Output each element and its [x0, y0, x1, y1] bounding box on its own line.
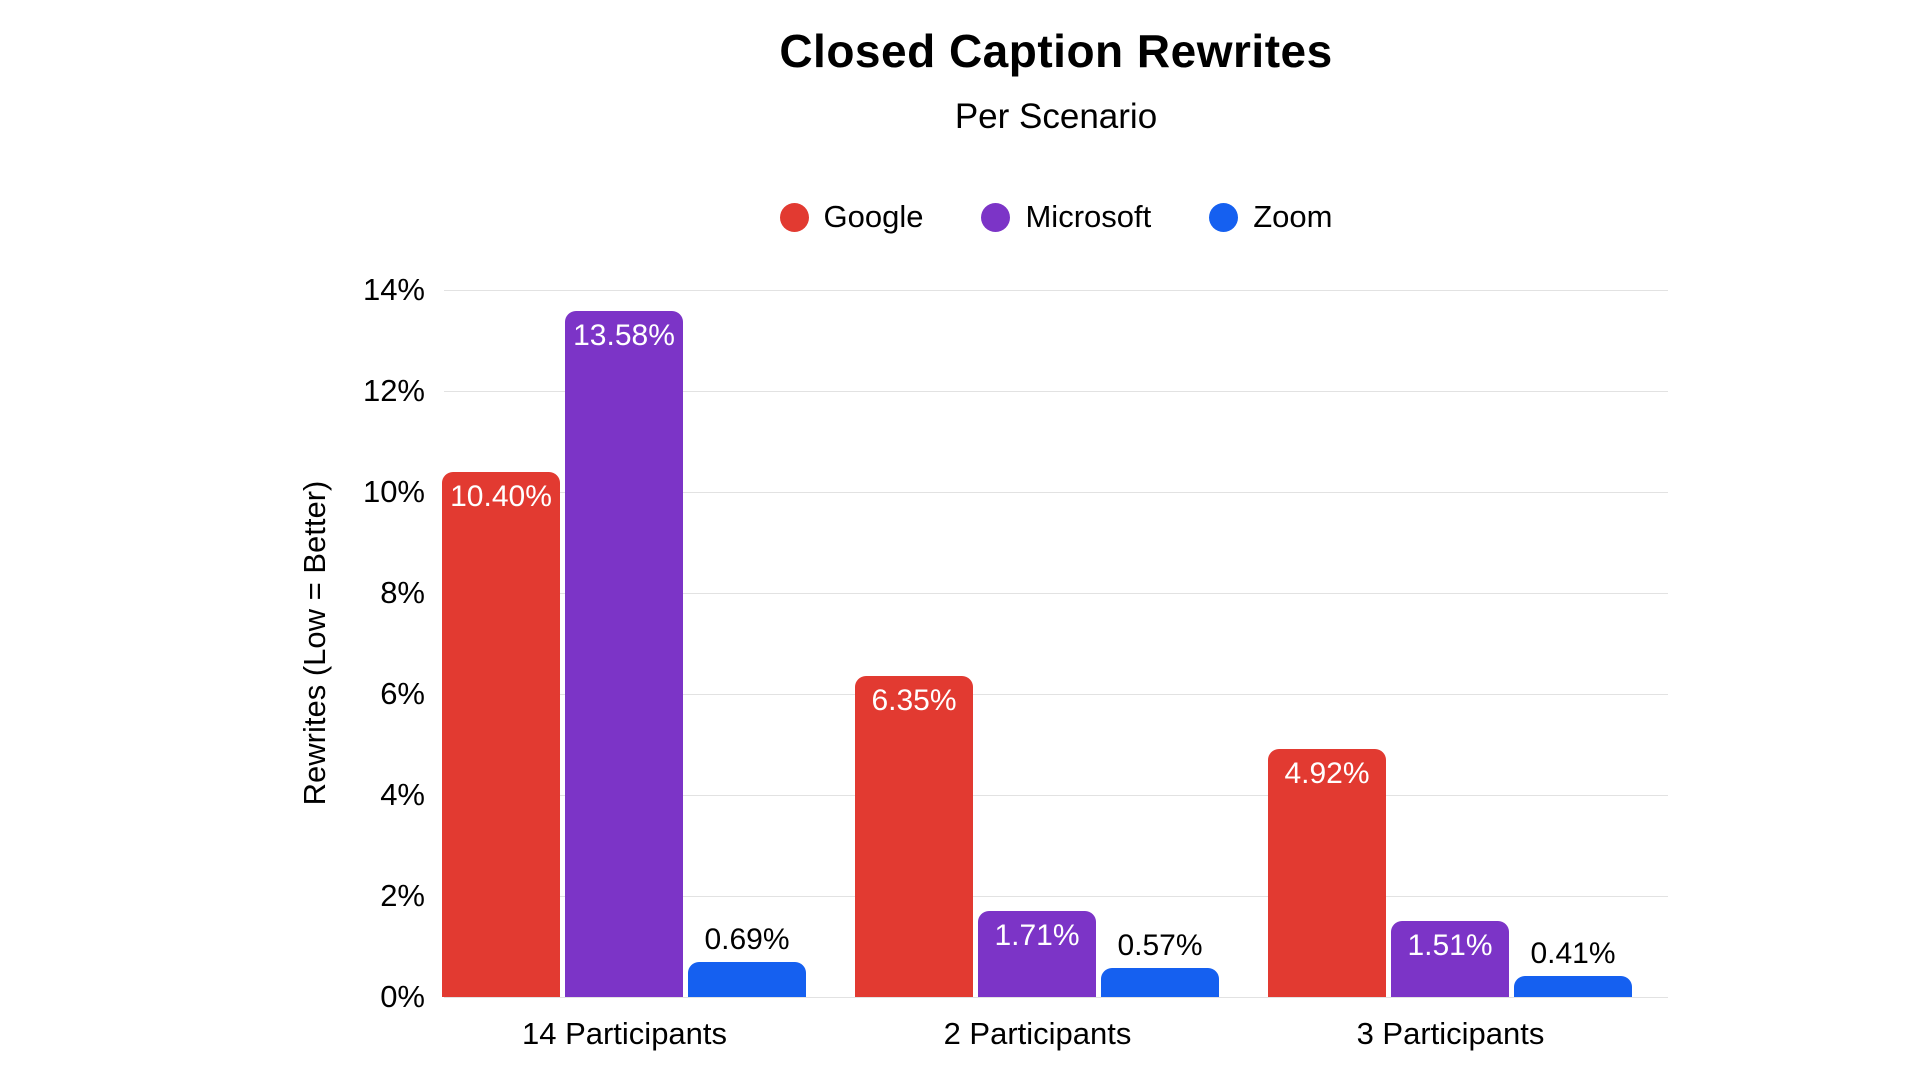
- y-tick-label-10%: 10%: [362, 474, 425, 509]
- bar-value-label: 10.40%: [450, 480, 552, 513]
- legend-label-zoom: Zoom: [1253, 199, 1333, 234]
- y-tick-label-6%: 6%: [380, 676, 425, 711]
- bar-value-label: 4.92%: [1284, 757, 1370, 790]
- chart-subtitle: Per Scenario: [954, 97, 1158, 136]
- x-category-label-2-participants: 2 Participants: [943, 1016, 1132, 1051]
- zoom-legend-dot-icon: [1209, 202, 1239, 232]
- y-tick-label-14%: 14%: [362, 272, 425, 307]
- bar-microsoft-2-participants: 1.71%: [978, 911, 1096, 997]
- y-tick-label-12%: 12%: [362, 373, 425, 408]
- gridline-12%: [444, 391, 1668, 392]
- bar-value-label: 13.58%: [573, 319, 675, 352]
- x-category-label-14-participants: 14 Participants: [521, 1016, 728, 1051]
- gridline-4%: [444, 795, 1668, 796]
- chart-title: Closed Caption Rewrites: [779, 25, 1333, 77]
- legend: Google Microsoft Zoom: [444, 194, 1668, 240]
- y-tick-label-8%: 8%: [380, 575, 425, 610]
- bar-value-label: 1.51%: [1407, 929, 1493, 962]
- legend-label-google: Google: [823, 199, 924, 234]
- bar-microsoft-3-participants: 1.51%: [1391, 921, 1509, 997]
- gridline-14%: [444, 290, 1668, 291]
- legend-item-zoom: Zoom: [1209, 194, 1332, 240]
- bar-value-label: 6.35%: [871, 684, 957, 717]
- bar-value-label: 0.57%: [1117, 929, 1203, 962]
- gridline-2%: [444, 896, 1668, 897]
- bar-value-label: 1.71%: [994, 919, 1080, 952]
- microsoft-legend-dot-icon: [981, 202, 1011, 232]
- bar-google-2-participants: 6.35%: [855, 676, 973, 997]
- gridline-0%: [444, 997, 1668, 998]
- y-tick-label-0%: 0%: [380, 979, 425, 1014]
- bar-zoom-14-participants: [688, 962, 806, 997]
- y-tick-label-4%: 4%: [380, 777, 425, 812]
- bar-google-3-participants: 4.92%: [1268, 749, 1386, 997]
- google-legend-dot-icon: [779, 202, 809, 232]
- legend-item-google: Google: [779, 194, 924, 240]
- x-category-label-3-participants: 3 Participants: [1356, 1016, 1545, 1051]
- legend-item-microsoft: Microsoft: [981, 194, 1151, 240]
- gridline-8%: [444, 593, 1668, 594]
- bar-value-label: 0.69%: [704, 923, 790, 956]
- y-tick-label-2%: 2%: [380, 878, 425, 913]
- gridline-10%: [444, 492, 1668, 493]
- bar-microsoft-14-participants: 13.58%: [565, 311, 683, 997]
- bar-value-label: 0.41%: [1530, 937, 1616, 970]
- bar-zoom-3-participants: [1514, 976, 1632, 997]
- legend-label-microsoft: Microsoft: [1025, 199, 1152, 234]
- bar-google-14-participants: 10.40%: [442, 472, 560, 997]
- gridline-6%: [444, 694, 1668, 695]
- bar-zoom-2-participants: [1101, 968, 1219, 997]
